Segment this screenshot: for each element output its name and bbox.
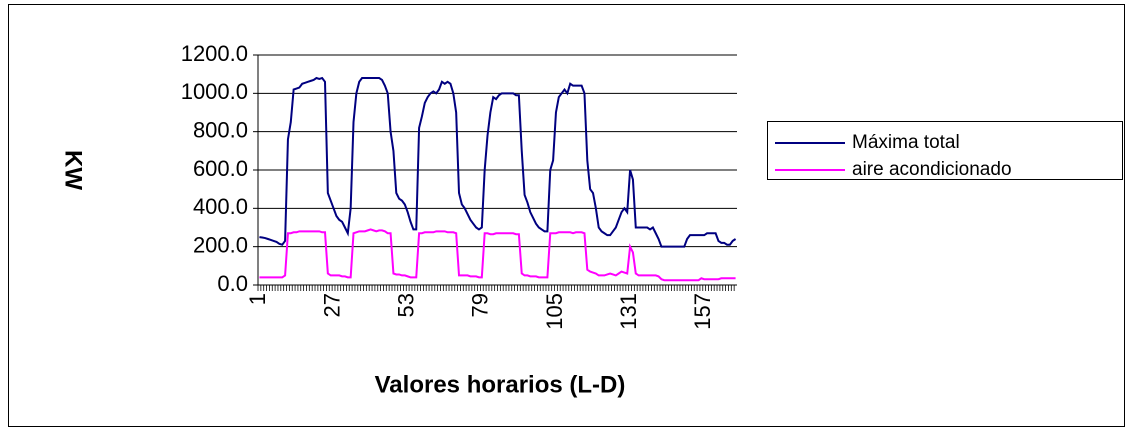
legend-label: Máxima total <box>852 132 960 153</box>
x-tick-label: 1 <box>245 293 270 305</box>
series-line <box>259 228 736 282</box>
series-line <box>259 76 737 248</box>
chart-frame <box>8 4 1125 427</box>
x-tick-label: 157 <box>690 293 715 330</box>
y-tick-label: 400.0 <box>193 194 248 219</box>
y-tick-label: 200.0 <box>193 232 248 257</box>
y-tick-label: 600.0 <box>193 156 248 181</box>
x-tick-label: 131 <box>616 293 641 330</box>
x-tick-label: 53 <box>394 293 419 317</box>
y-tick-label: 1000.0 <box>181 79 248 104</box>
y-tick-label: 1200.0 <box>181 41 248 66</box>
y-tick-label: 800.0 <box>193 117 248 142</box>
y-tick-label: 0.0 <box>217 271 248 296</box>
x-axis-title: Valores horarios (L-D) <box>375 371 626 398</box>
legend-label: aire acondicionado <box>852 159 1012 180</box>
x-tick-label: 27 <box>319 293 344 317</box>
x-tick-label: 79 <box>468 293 493 317</box>
x-tick-label: 105 <box>542 293 567 330</box>
y-axis-title: KW <box>60 150 87 190</box>
